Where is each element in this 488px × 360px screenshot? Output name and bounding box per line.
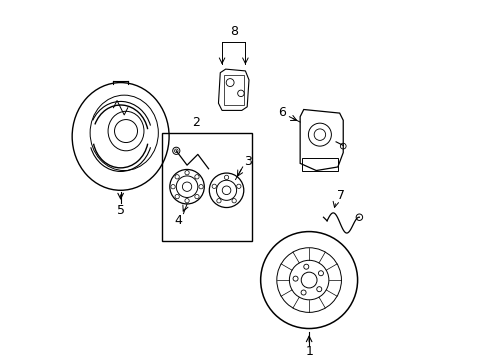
Text: 4: 4 <box>174 214 182 227</box>
Bar <box>162 133 251 240</box>
Text: 5: 5 <box>117 203 124 217</box>
Text: 3: 3 <box>244 155 251 168</box>
Bar <box>301 158 337 171</box>
Text: 7: 7 <box>336 189 344 202</box>
Text: 8: 8 <box>229 25 237 38</box>
Text: 6: 6 <box>278 105 285 118</box>
Text: 1: 1 <box>305 345 312 358</box>
Text: 2: 2 <box>192 116 200 129</box>
